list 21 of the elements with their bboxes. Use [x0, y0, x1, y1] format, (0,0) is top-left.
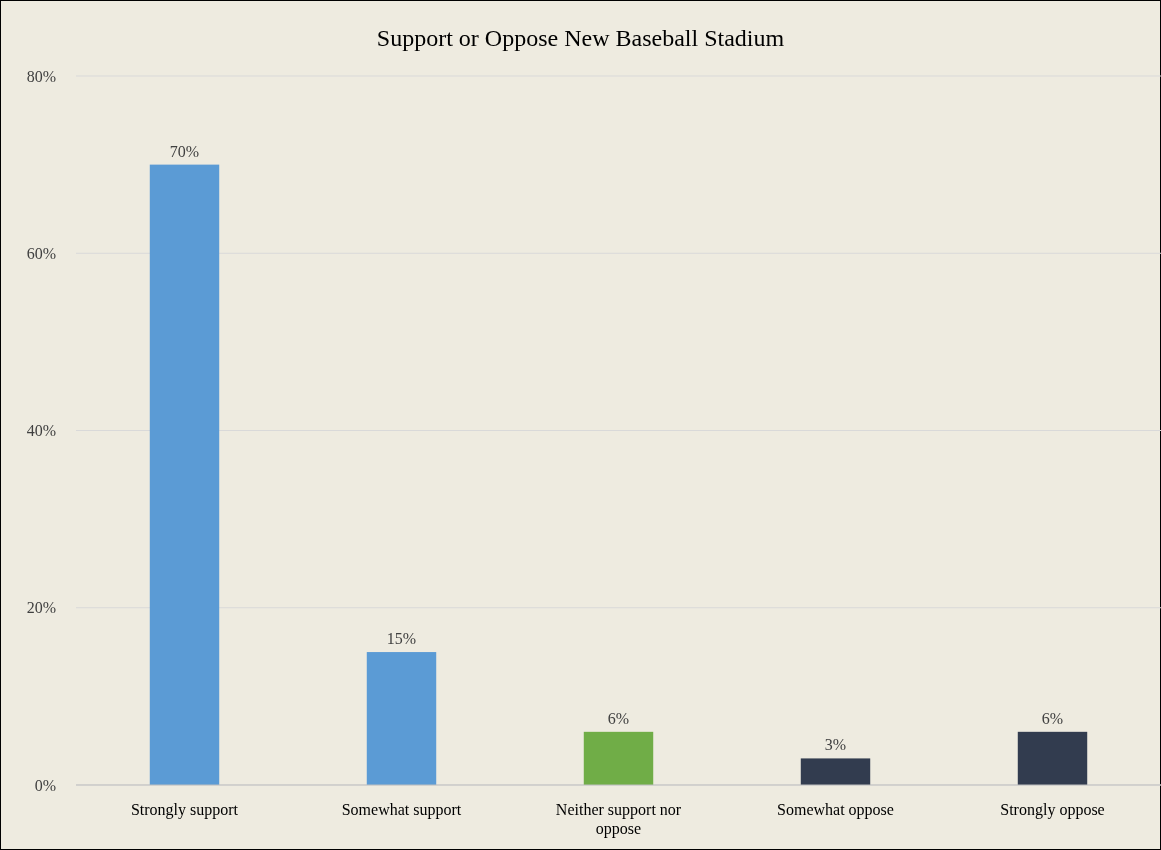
data-label: 3% — [824, 736, 847, 754]
bar — [149, 164, 220, 785]
data-label: 15% — [386, 630, 417, 648]
bar — [366, 652, 437, 785]
bar — [800, 758, 871, 785]
y-tick-label: 20% — [26, 599, 56, 617]
x-tick-label: Strongly oppose — [1000, 801, 1105, 819]
chart-title: Support or Oppose New Baseball Stadium — [376, 25, 785, 51]
y-tick-label: 0% — [34, 776, 56, 794]
data-label: 6% — [607, 709, 630, 727]
y-tick-label: 80% — [26, 67, 56, 85]
data-label: 70% — [169, 142, 200, 160]
bar — [1017, 731, 1088, 785]
data-label: 6% — [1041, 709, 1064, 727]
x-tick-label: Strongly support — [130, 801, 239, 819]
x-tick-label: Somewhat oppose — [777, 801, 894, 819]
x-tick-label: Somewhat support — [341, 801, 462, 819]
y-tick-label: 40% — [26, 422, 56, 440]
y-tick-label: 60% — [26, 244, 56, 262]
x-tick-label: Neither support nor oppose — [555, 801, 682, 838]
bar — [583, 731, 654, 785]
